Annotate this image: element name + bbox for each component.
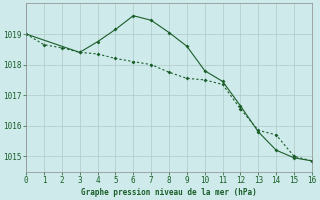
X-axis label: Graphe pression niveau de la mer (hPa): Graphe pression niveau de la mer (hPa): [81, 188, 257, 197]
